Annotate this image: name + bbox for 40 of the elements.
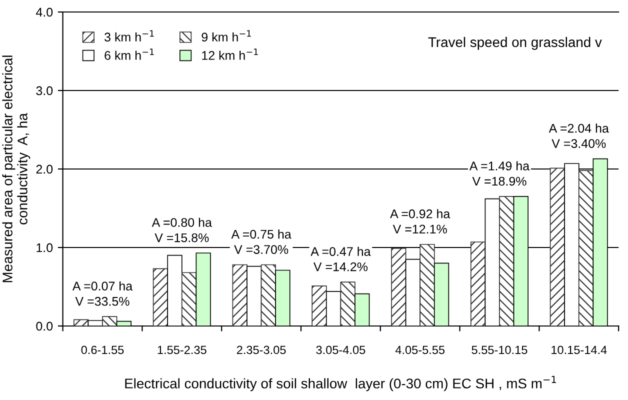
legend-label: 6 km h$^{−1}$: [104, 48, 154, 60]
bar: [232, 264, 248, 326]
x-tick-label: 0.6-1.55: [81, 346, 124, 354]
bar: [391, 248, 406, 326]
y-tick-label: 2.0: [36, 164, 53, 174]
annotation: A =0.75 ha V =3.70%: [231, 230, 292, 254]
y-tick-label: 4.0: [36, 8, 53, 17]
x-tick-label: 5.55-10.15: [472, 346, 528, 354]
y-tick-label: 1.0: [36, 243, 53, 252]
bar: [181, 272, 197, 326]
annotation: A =0.47 ha V =14.2%: [310, 246, 371, 272]
annotation: A =0.80 ha V =15.8%: [152, 218, 212, 242]
bar: [260, 264, 276, 326]
x-tick-label: 10.15-14.4: [552, 346, 607, 354]
y-tick-label: 3.0: [36, 86, 53, 96]
x-tick-label: 2.35-3.05: [236, 346, 286, 354]
annotation: A =2.04 ha V =3.40%: [548, 124, 609, 148]
bar: [312, 286, 327, 326]
bar: [550, 168, 566, 326]
bar: [152, 268, 168, 326]
annotation: A =0.07 ha V =33.5%: [72, 281, 133, 306]
text: Travel speed on grassland v: [428, 36, 602, 50]
bar: [499, 196, 514, 326]
legend-label: 9 km h$^{−1}$: [202, 30, 251, 42]
bar: [102, 316, 118, 326]
bar: [340, 282, 356, 326]
y-tick-label: 0.0: [36, 322, 53, 331]
bar: [420, 244, 435, 326]
x-tick-label: 1.55-2.35: [158, 346, 206, 354]
legend-label: 12 km h$^{−1}$: [202, 48, 258, 60]
annotation: A =1.49 ha V =18.9%: [469, 161, 530, 186]
legend-label: 3 km h$^{−1}$: [104, 30, 154, 42]
bar: [73, 319, 89, 326]
bar: [470, 242, 486, 326]
y-axis-title: Measured area of particular electrical conductivity A, ha: [2, 56, 30, 282]
annotation: A =0.92 ha V =12.1%: [390, 209, 450, 234]
x-axis-title: Electrical conductivity of soil shallow layer (0-30 cm) EC SH , mS m$^{−1}$: [125, 376, 556, 392]
bar: [578, 170, 594, 326]
x-tick-label: 3.05-4.05: [316, 346, 366, 354]
x-tick-label: 4.05-5.55: [395, 346, 445, 354]
